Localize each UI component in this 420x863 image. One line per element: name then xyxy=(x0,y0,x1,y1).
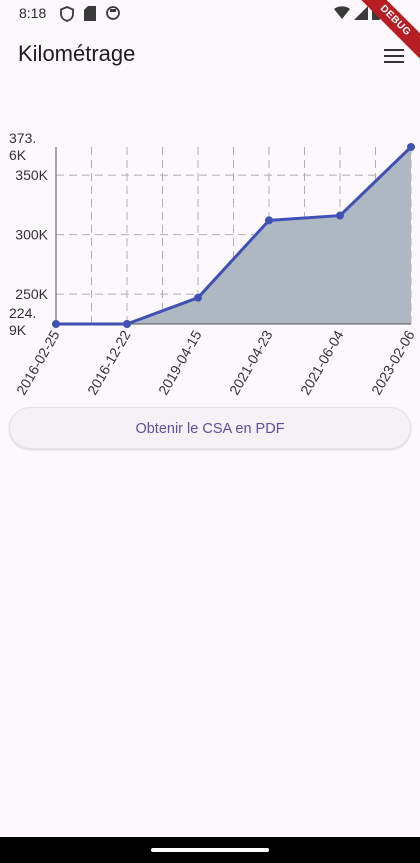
series-area xyxy=(56,147,411,324)
data-point xyxy=(52,320,60,328)
y-tick-label: 224. 9K xyxy=(9,305,36,338)
data-point xyxy=(336,211,344,220)
status-time: 8:18 xyxy=(19,5,47,21)
status-bar: 8:18 DEBUG xyxy=(0,0,420,67)
x-tick-label: 2021-06-04 xyxy=(297,327,347,397)
app-icon xyxy=(106,6,120,20)
data-point xyxy=(407,143,415,151)
series-line xyxy=(56,145,413,326)
get-csa-pdf-button[interactable]: Obtenir le CSA en PDF xyxy=(9,407,411,449)
x-tick-label: 2016-12-22 xyxy=(84,327,134,397)
wifi-icon xyxy=(334,6,350,19)
mileage-chart: 224. 9K 250K 300K 350K 373. 6K 2016-02-25 2016-1… xyxy=(0,120,420,410)
y-tick-label: 250K xyxy=(15,286,48,302)
status-icons-left xyxy=(60,6,120,22)
menu-icon xyxy=(384,49,404,63)
x-tick-label: 2023-02-06 xyxy=(368,327,418,397)
y-tick-label: 350K xyxy=(15,167,48,183)
shield-icon xyxy=(60,6,74,22)
sd-card-icon xyxy=(84,6,96,21)
menu-button[interactable] xyxy=(382,44,406,68)
x-tick-label: 2021-04-23 xyxy=(226,327,276,397)
data-point xyxy=(194,293,202,302)
y-tick-label: 373. 6K xyxy=(9,130,36,163)
signal-icon xyxy=(354,6,368,20)
page-title: Kilométrage xyxy=(18,41,136,66)
system-nav-bar xyxy=(0,837,420,863)
home-indicator[interactable] xyxy=(151,848,269,852)
y-tick-label: 300K xyxy=(15,227,48,243)
data-point xyxy=(123,320,131,328)
data-point xyxy=(265,216,273,225)
app-bar: Kilométrage xyxy=(0,28,420,84)
x-tick-label: 2019-04-15 xyxy=(155,327,205,397)
